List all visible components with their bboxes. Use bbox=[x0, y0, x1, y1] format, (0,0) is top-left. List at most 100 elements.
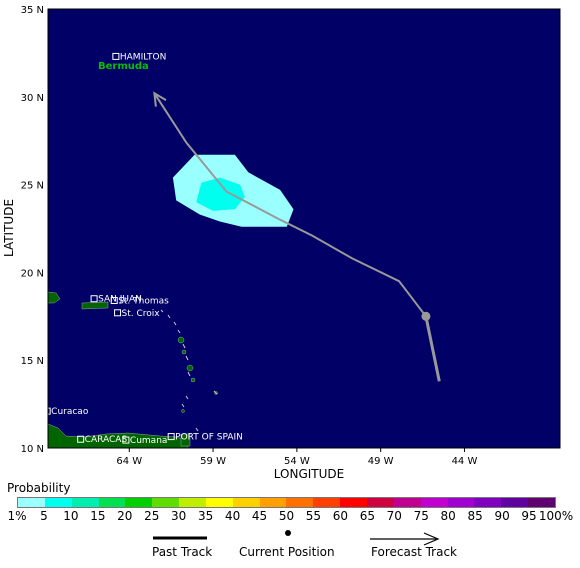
guadeloupe-island bbox=[177, 336, 185, 344]
track-key: Past Track Current Position Forecast Tra… bbox=[0, 530, 580, 564]
probability-label: 65 bbox=[359, 509, 375, 523]
forecast-track-line bbox=[153, 92, 427, 317]
place-label: CARACAS bbox=[85, 435, 128, 445]
probability-swatch bbox=[447, 498, 475, 507]
place-marker bbox=[77, 435, 85, 443]
probability-swatch bbox=[98, 498, 126, 507]
probability-label: 30 bbox=[171, 509, 187, 523]
probability-label: 50 bbox=[278, 509, 295, 523]
place-marker bbox=[114, 309, 122, 317]
probability-swatch bbox=[205, 498, 233, 507]
longitude-tick-label: 49 W bbox=[368, 456, 394, 467]
virgin-islands-land bbox=[81, 301, 109, 310]
map-frame bbox=[47, 8, 561, 449]
probability-swatch bbox=[313, 498, 341, 507]
st-lucia-island bbox=[190, 377, 196, 383]
probability-swatch bbox=[18, 498, 45, 507]
probability-swatch bbox=[366, 498, 394, 507]
probability-color-bar bbox=[17, 497, 556, 508]
past-track-line bbox=[424, 315, 441, 382]
probability-label: 75 bbox=[413, 509, 429, 523]
longitude-ticks: 64 W 59 W 54 W 49 W 44 W bbox=[116, 448, 477, 467]
probability-label: 10 bbox=[63, 509, 79, 523]
probability-swatch bbox=[44, 498, 72, 507]
probability-label: 40 bbox=[224, 509, 241, 523]
probability-label: 20 bbox=[117, 509, 133, 523]
probability-swatch bbox=[528, 498, 555, 507]
past-track-key-line bbox=[153, 536, 207, 540]
latitude-tick-label: 15 N bbox=[21, 356, 44, 367]
place-label: Cumana bbox=[130, 436, 168, 446]
region-label-bermuda: Bermuda bbox=[98, 61, 149, 72]
ocean-background bbox=[48, 9, 560, 448]
latitude-tick-label: 25 N bbox=[21, 181, 44, 192]
probability-label: 85 bbox=[467, 509, 483, 523]
dominica-island bbox=[181, 349, 187, 355]
latitude-tick-label: 20 N bbox=[21, 268, 44, 279]
grenada-island bbox=[181, 409, 185, 413]
y-axis-title: LATITUDE bbox=[2, 199, 16, 257]
probability-swatch bbox=[474, 498, 502, 507]
place-label: Curacao bbox=[51, 407, 89, 417]
probability-label: 60 bbox=[332, 509, 349, 523]
longitude-tick-label: 59 W bbox=[200, 456, 226, 467]
place-label: St. Croix bbox=[122, 309, 161, 319]
probability-labels: 1% 5 10 15 20 25 30 35 40 45 50 55 60 65 70 75 80 85 90 95 1… bbox=[0, 509, 580, 523]
place-marker bbox=[112, 52, 120, 60]
probability-label: 1% bbox=[7, 509, 27, 523]
probability-area-10-percent bbox=[196, 177, 245, 211]
latitude-tick-label: 30 N bbox=[21, 93, 44, 104]
probability-swatch bbox=[232, 498, 260, 507]
probability-label: 5 bbox=[40, 509, 48, 523]
probability-label: 55 bbox=[305, 509, 322, 523]
probability-label: 70 bbox=[386, 509, 402, 523]
probability-swatch bbox=[71, 498, 99, 507]
probability-swatch bbox=[393, 498, 421, 507]
place-label: PORT OF SPAIN bbox=[175, 433, 243, 443]
probability-label: 80 bbox=[440, 509, 456, 523]
trinidad-land bbox=[180, 433, 191, 447]
legend-title: Probability bbox=[7, 481, 71, 495]
longitude-tick-label: 44 W bbox=[452, 456, 478, 467]
current-position-key-label: Current Position bbox=[239, 545, 335, 559]
small-islands bbox=[160, 309, 218, 432]
place-marker bbox=[110, 296, 118, 304]
longitude-tick-label: 64 W bbox=[116, 456, 142, 467]
forecast-track-arrowhead bbox=[153, 91, 167, 107]
probability-label: 95 bbox=[521, 509, 537, 523]
martinique-island bbox=[186, 364, 194, 372]
probability-label: 90 bbox=[494, 509, 510, 523]
probability-swatch bbox=[259, 498, 287, 507]
place-marker bbox=[167, 433, 175, 441]
current-position-key-dot bbox=[285, 530, 291, 536]
latitude-tick-label: 10 N bbox=[21, 444, 44, 455]
probability-swatch bbox=[179, 498, 206, 507]
place-label: St. Thomas bbox=[118, 296, 169, 306]
probability-swatch bbox=[340, 498, 367, 507]
place-label: HAMILTON bbox=[120, 52, 166, 62]
probability-label: 100% bbox=[538, 509, 574, 523]
longitude-tick-label: 54 W bbox=[284, 456, 310, 467]
past-track-key-label: Past Track bbox=[152, 545, 213, 559]
forecast-track-key-arrow bbox=[370, 532, 440, 546]
probability-label: 25 bbox=[144, 509, 160, 523]
probability-swatch bbox=[286, 498, 314, 507]
probability-label: 35 bbox=[198, 509, 214, 523]
probability-label: 45 bbox=[251, 509, 268, 523]
place-marker bbox=[43, 407, 51, 415]
probability-swatch bbox=[501, 498, 529, 507]
probability-swatch bbox=[125, 498, 153, 507]
probability-swatch bbox=[420, 498, 448, 507]
latitude-tick-label: 35 N bbox=[21, 5, 44, 16]
latitude-ticks: 35 N 30 N 25 N 20 N 15 N 10 N bbox=[21, 5, 44, 455]
place-marker bbox=[122, 436, 130, 444]
x-axis-title: LONGITUDE bbox=[274, 467, 344, 480]
leeward-islands-outline bbox=[160, 309, 218, 432]
probability-swatch bbox=[152, 498, 180, 507]
probability-label: 15 bbox=[90, 509, 106, 523]
place-label: SAN JUAN bbox=[98, 295, 142, 305]
current-position-marker bbox=[421, 311, 431, 321]
place-marker bbox=[90, 295, 98, 303]
